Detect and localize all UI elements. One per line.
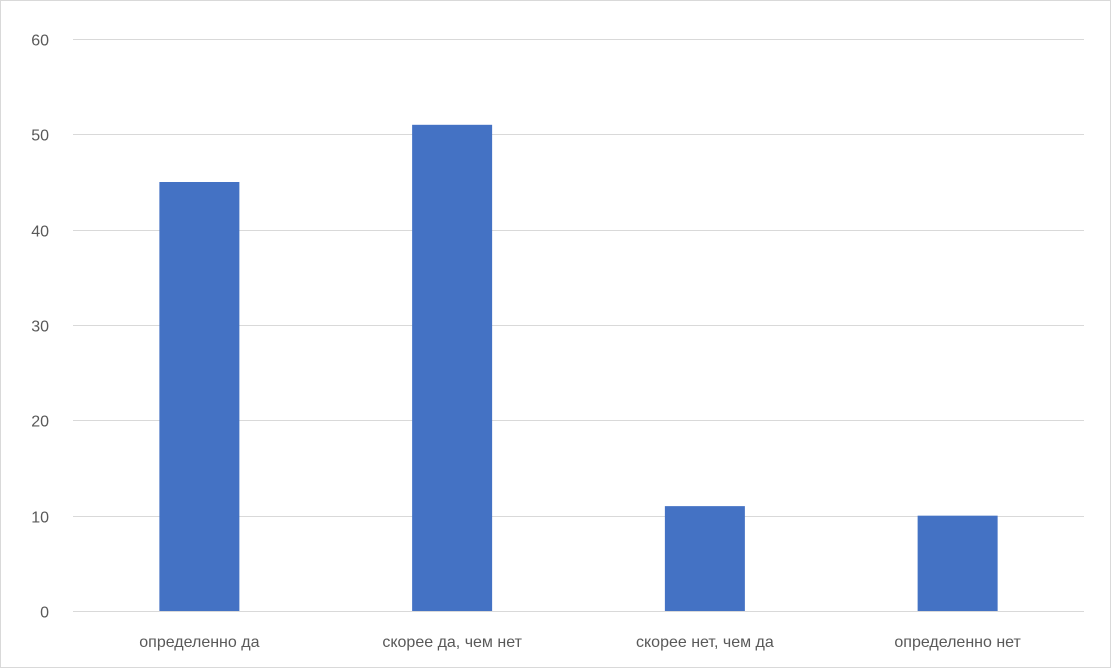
y-tick-label: 0 xyxy=(40,605,49,622)
y-axis-tick-labels: 0 10 20 30 40 50 60 xyxy=(31,33,49,622)
y-tick-label: 60 xyxy=(31,33,49,50)
grid-lines xyxy=(73,39,1084,612)
x-tick-label: скорее да, чем нет xyxy=(382,634,522,651)
y-tick-label: 20 xyxy=(31,414,49,431)
x-axis-tick-labels: определенно да скорее да, чем нет скорее н… xyxy=(139,634,1021,651)
x-tick-label: скорее нет, чем да xyxy=(636,634,774,651)
x-tick-label: определенно да xyxy=(139,634,259,651)
x-tick-label: определенно нет xyxy=(894,634,1021,651)
bar-4 xyxy=(917,515,998,611)
bar-3 xyxy=(664,506,745,611)
y-tick-label: 40 xyxy=(31,224,49,241)
y-tick-label: 30 xyxy=(31,319,49,336)
y-tick-label: 50 xyxy=(31,128,49,145)
bar-2 xyxy=(412,124,493,612)
bars xyxy=(159,124,998,612)
y-tick-label: 10 xyxy=(31,510,49,527)
bar-1 xyxy=(159,182,240,611)
